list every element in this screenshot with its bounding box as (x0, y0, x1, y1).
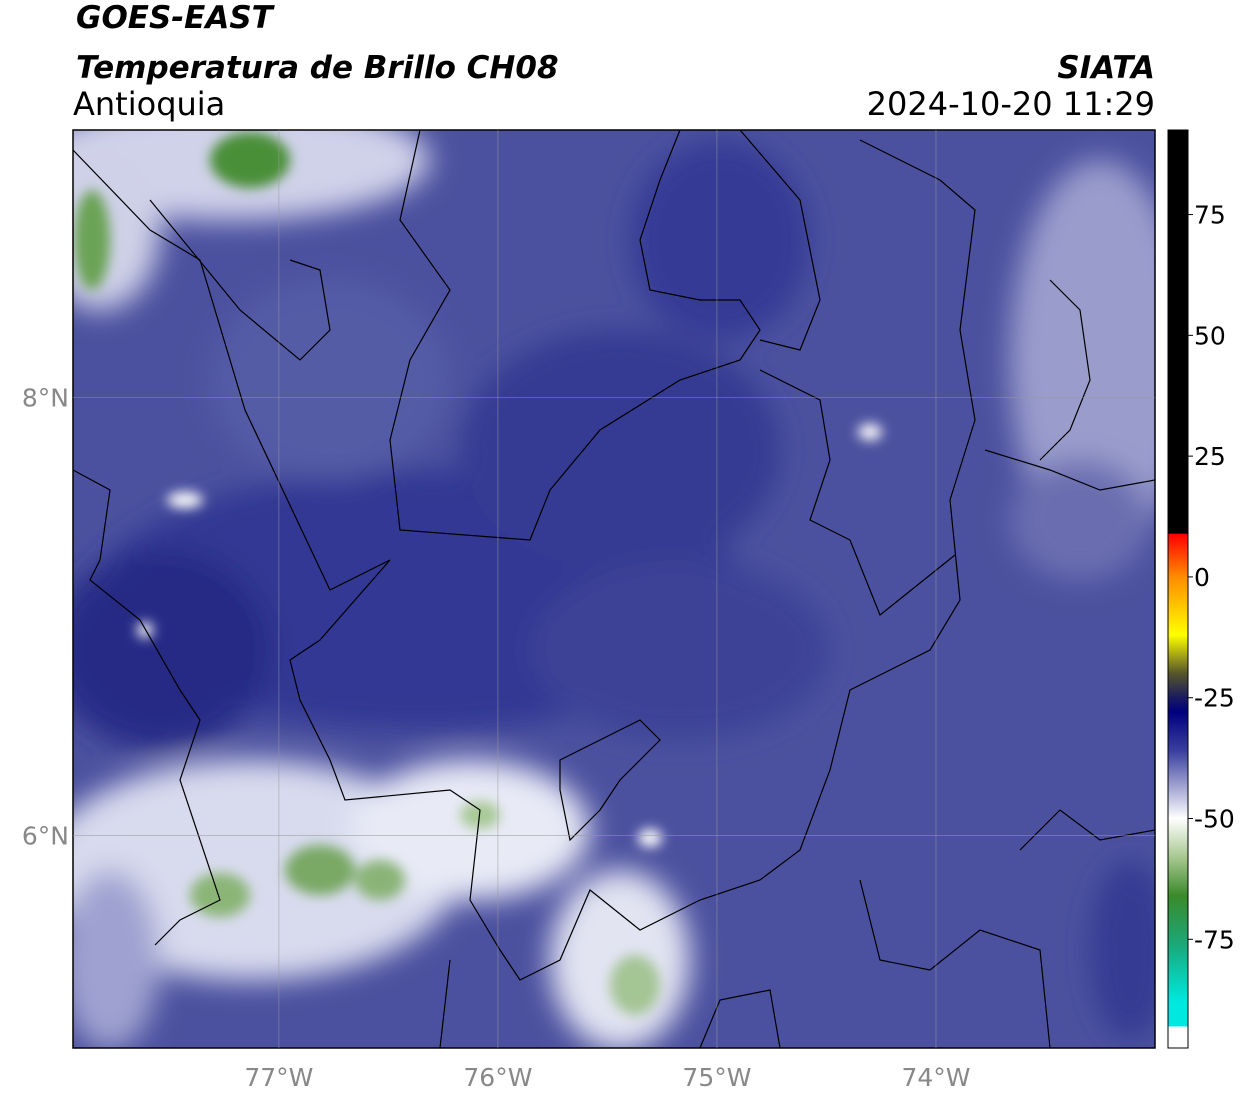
colorbar-tick-label: -75 (1194, 925, 1235, 954)
product: Temperatura de Brillo CH08 (76, 50, 559, 86)
source: SIATA (1057, 50, 1155, 86)
colorbar-tick-label: -50 (1194, 805, 1235, 834)
satellite: GOES-EAST (76, 0, 276, 36)
y-tick-label: 8°N (22, 383, 69, 412)
x-tick-label: 74°W (901, 1063, 970, 1092)
x-tick-label: 77°W (244, 1063, 313, 1092)
colorbar-tick-label: 25 (1194, 442, 1226, 471)
x-tick-label: 76°W (463, 1063, 532, 1092)
colorbar (1167, 129, 1189, 1049)
colorbar-tick-label: 50 (1194, 321, 1226, 350)
x-tick-label: 75°W (682, 1063, 751, 1092)
colorbar-tick-label: 0 (1194, 563, 1210, 592)
colorbar-tick-label: 75 (1194, 201, 1226, 230)
y-tick-label: 6°N (22, 821, 69, 850)
region: Antioquia (73, 85, 225, 123)
colorbar-tick-label: -25 (1194, 684, 1235, 713)
map-image (73, 130, 1155, 1048)
datetime: 2024-10-20 11:29 (867, 85, 1155, 123)
map-frame (72, 129, 1156, 1049)
